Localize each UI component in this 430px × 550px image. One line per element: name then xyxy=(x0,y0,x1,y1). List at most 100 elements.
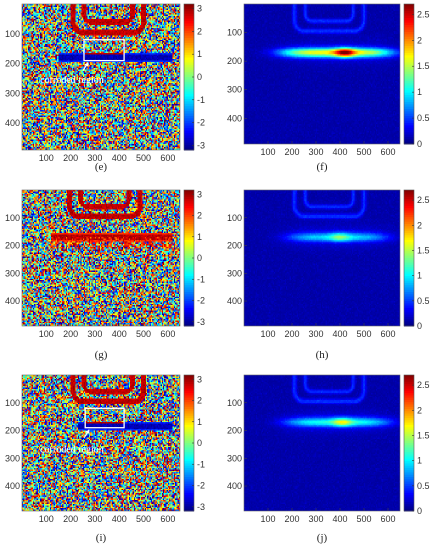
colorbar-segment xyxy=(404,4,414,7)
colorbar-segment xyxy=(184,303,194,307)
colorbar-segment xyxy=(404,69,414,73)
y-tick-label: 200 xyxy=(227,426,242,436)
colorbar-segment xyxy=(184,267,194,270)
colorbar-segment xyxy=(184,33,194,37)
colorbar-segment xyxy=(404,192,414,196)
colorbar-segment xyxy=(404,285,414,288)
colorbar-segment xyxy=(404,32,414,35)
panel-f: 100 200 300 400 500 600 100 200 300 400 2.5 2 1.5 1 0.… xyxy=(227,3,430,173)
colorbar-segment xyxy=(404,452,414,455)
colorbar-segment xyxy=(184,271,194,275)
colorbar-segment xyxy=(184,465,194,469)
colorbar-tick-label: 3 xyxy=(197,189,202,199)
colorbar-segment xyxy=(184,296,194,300)
x-tick-label: 600 xyxy=(380,514,395,524)
colorbar-segment xyxy=(404,246,414,250)
colorbar-segment xyxy=(404,481,414,485)
colorbar-segment xyxy=(404,194,414,198)
colorbar-segment xyxy=(184,16,194,20)
colorbar-segment xyxy=(404,278,414,282)
colorbar-segment xyxy=(404,255,414,259)
colorbar-segment xyxy=(184,409,194,412)
colorbar-segment xyxy=(404,29,414,33)
colorbar-segment xyxy=(404,13,414,17)
x-tick-label: 500 xyxy=(356,514,371,524)
colorbar-segment xyxy=(404,239,414,243)
colorbar-segment xyxy=(404,292,414,295)
colorbar-segment xyxy=(184,381,194,385)
colorbar-segment xyxy=(184,454,194,458)
panel-i: 100 200 300 400 500 600 100 200 300 400 3 2 1 0 -1 -2 -3… xyxy=(5,374,205,544)
colorbar-segment xyxy=(184,69,194,73)
colorbar-tick-label: -2 xyxy=(197,481,205,491)
colorbar-segment xyxy=(184,89,194,93)
colorbar-segment xyxy=(404,386,414,390)
y-tick-label: 100 xyxy=(5,398,20,408)
colorbar-segment xyxy=(404,221,414,225)
colorbar-segment xyxy=(404,390,414,394)
y-tick-label: 300 xyxy=(5,268,20,278)
colorbar-segment xyxy=(404,50,414,54)
colorbar-segment xyxy=(404,34,414,38)
colorbar-tick-label: 1.5 xyxy=(417,430,430,440)
colorbar-segment xyxy=(404,474,414,478)
x-tick-label: 600 xyxy=(380,147,395,157)
panel-e: 100 200 300 400 500 600 100 200 300 400 3 2 1 0 -1 -2 -3… xyxy=(5,4,205,173)
colorbar-segment xyxy=(404,438,414,442)
colorbar-segment xyxy=(184,431,194,435)
plot-frame-f xyxy=(243,3,401,145)
colorbar-segment xyxy=(184,224,194,227)
x-tick-label: 500 xyxy=(136,514,151,524)
x-tick-label: 100 xyxy=(260,329,275,339)
colorbar-frame-j xyxy=(403,374,415,512)
colorbar-segment xyxy=(404,15,414,19)
x-tick-label: 200 xyxy=(63,329,78,339)
colorbar-segment xyxy=(404,472,414,476)
colorbar-frame-f xyxy=(403,3,415,145)
x-tick-label: 200 xyxy=(284,329,299,339)
colorbar-tick-label: 0.5 xyxy=(417,481,430,491)
colorbar-segment xyxy=(404,420,414,424)
colorbar-segment xyxy=(184,21,194,24)
colorbar-segment xyxy=(184,456,194,460)
colorbar-tick-label: 3 xyxy=(197,4,202,14)
colorbar-tick-label: 2.5 xyxy=(417,9,430,19)
colorbar-segment xyxy=(184,210,194,214)
colorbar-segment xyxy=(404,27,414,31)
x-tick-label: 100 xyxy=(39,514,54,524)
colorbar-segment xyxy=(404,486,414,489)
colorbar-segment xyxy=(404,230,414,234)
colorbar-segment xyxy=(184,228,194,232)
colorbar-segment xyxy=(404,123,414,126)
y-tick-label: 300 xyxy=(5,453,20,463)
colorbar-segment xyxy=(184,130,194,134)
colorbar-tick-label: 0 xyxy=(417,321,422,331)
colorbar-segment xyxy=(404,377,414,381)
colorbar-segment xyxy=(184,458,194,462)
y-tick-label: 400 xyxy=(227,113,242,123)
colorbar-segment xyxy=(184,120,194,124)
y-tick-label: 200 xyxy=(227,241,242,251)
colorbar-segment xyxy=(404,76,414,80)
colorbar-tick-label: 1.5 xyxy=(417,245,430,255)
colorbar-segment xyxy=(404,233,414,236)
colorbar-segment xyxy=(404,83,414,87)
y-tick-label: 100 xyxy=(5,213,20,223)
colorbar-tick-label: -2 xyxy=(197,118,205,128)
colorbar-segment xyxy=(404,495,414,498)
colorbar-segment xyxy=(404,427,414,430)
colorbar-segment xyxy=(184,230,194,234)
colorbar-segment xyxy=(184,323,194,327)
colorbar-segment xyxy=(404,271,414,275)
colorbar-segment xyxy=(184,28,194,32)
colorbar-segment xyxy=(404,39,414,42)
colorbar-segment xyxy=(184,415,194,419)
colorbar-segment xyxy=(184,113,194,117)
colorbar-segment xyxy=(404,447,414,451)
colorbar-segment xyxy=(184,292,194,295)
panel-label: (h) xyxy=(316,349,329,361)
colorbar-segment xyxy=(184,395,194,399)
colorbar-segment xyxy=(184,314,194,318)
colorbar-segment xyxy=(184,199,194,202)
colorbar-segment xyxy=(184,81,194,85)
